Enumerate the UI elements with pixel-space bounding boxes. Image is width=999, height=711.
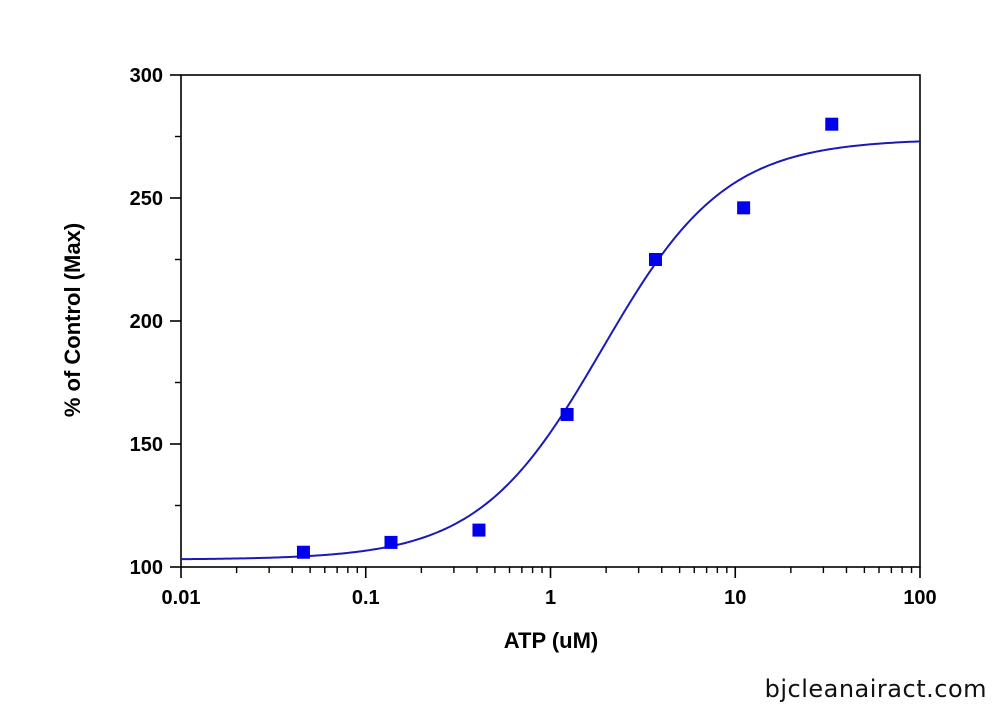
data-point: [825, 117, 839, 131]
data-points-layer: [296, 117, 839, 559]
data-point: [296, 545, 310, 559]
y-tick-label: 200: [130, 311, 163, 333]
y-axis-title: % of Control (Max): [60, 223, 85, 417]
x-tick-label: 1: [545, 587, 556, 609]
x-tick-label: 0.01: [162, 587, 201, 609]
watermark-text: bjcleanairact.com: [764, 675, 987, 703]
data-point: [737, 201, 751, 215]
x-tick-label: 100: [903, 587, 936, 609]
y-tick-label: 100: [130, 557, 163, 579]
x-tick-label: 0.1: [352, 587, 380, 609]
plot-frame: [180, 74, 921, 568]
data-point: [472, 523, 486, 537]
y-tick-label: 300: [130, 65, 163, 87]
axis-ticks-layer: [170, 74, 921, 578]
x-axis-title: ATP (uM): [504, 628, 599, 653]
plot-border: [180, 74, 921, 568]
data-point: [384, 535, 398, 549]
fit-curve-layer: [180, 140, 921, 561]
data-point: [560, 407, 574, 421]
fit-curve: [180, 140, 921, 561]
x-tick-label: 10: [724, 587, 746, 609]
data-point: [648, 253, 662, 266]
y-tick-label: 150: [130, 434, 163, 456]
y-tick-label: 250: [130, 188, 163, 210]
tick-labels-layer: 0.01 0.1 1 10 100 100 150 200 250 300: [130, 65, 937, 609]
